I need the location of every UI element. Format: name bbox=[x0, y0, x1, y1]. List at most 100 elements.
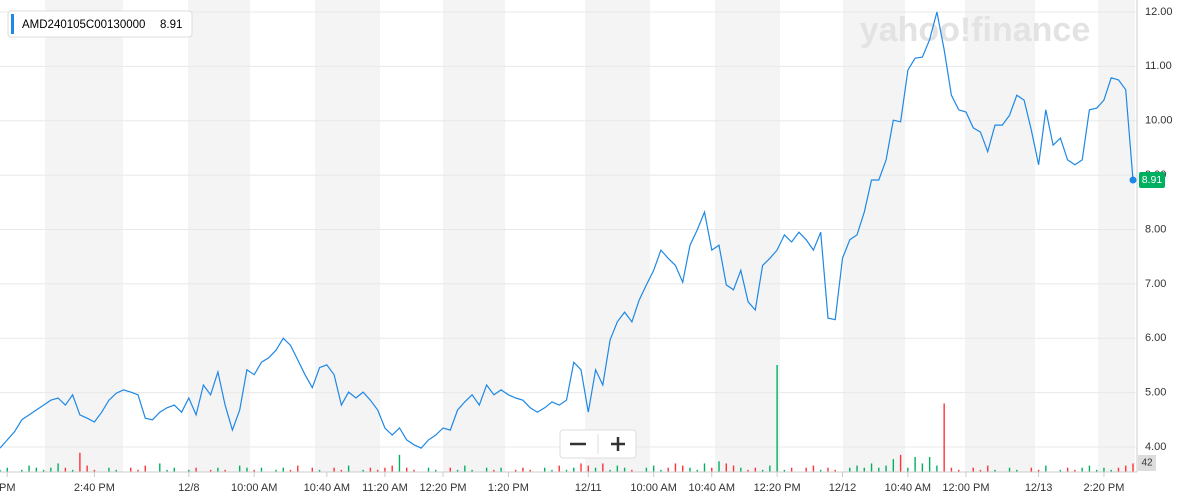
volume-bar bbox=[347, 465, 350, 472]
volume-bar bbox=[863, 467, 865, 472]
volume-bar bbox=[1103, 467, 1105, 472]
volume-bar bbox=[1074, 469, 1076, 472]
legend-label: AMD240105C00130000 bbox=[22, 19, 145, 31]
volume-bar bbox=[275, 469, 277, 472]
y-tick-label: 4.00 bbox=[1145, 441, 1166, 453]
volume-bar bbox=[790, 467, 793, 472]
volume-bar bbox=[0, 469, 1, 472]
volume-bar bbox=[471, 469, 473, 472]
volume-bar bbox=[71, 469, 74, 472]
y-tick-label: 6.00 bbox=[1145, 332, 1166, 344]
x-tick-label: 12/12 bbox=[829, 482, 857, 494]
volume-bar bbox=[856, 465, 858, 472]
x-tick-label: 11:20 AM bbox=[362, 482, 408, 494]
volume-bar bbox=[159, 463, 161, 472]
volume-bar bbox=[754, 467, 757, 472]
volume-bar bbox=[6, 467, 8, 472]
volume-bar bbox=[834, 469, 836, 472]
volume-bar bbox=[849, 467, 851, 472]
volume-bar bbox=[413, 469, 415, 472]
volume-bar bbox=[384, 467, 386, 472]
volume-bar bbox=[427, 467, 430, 472]
volume-bar bbox=[1095, 469, 1098, 472]
volume-bar bbox=[914, 457, 916, 472]
volume-bar bbox=[108, 467, 110, 472]
volume-label: 42 bbox=[1138, 455, 1156, 471]
volume-bar bbox=[573, 467, 575, 472]
volume-bar bbox=[812, 465, 815, 472]
volume-bar bbox=[217, 467, 219, 472]
volume-bar bbox=[696, 469, 698, 472]
volume-bar bbox=[391, 465, 393, 472]
volume-bar bbox=[28, 465, 30, 472]
x-tick-label: 2:40 PM bbox=[74, 482, 115, 494]
volume-bar bbox=[485, 467, 488, 472]
volume-bar bbox=[529, 469, 531, 472]
y-tick-label: 5.00 bbox=[1145, 387, 1166, 399]
volume-bar bbox=[645, 467, 648, 472]
volume-bar bbox=[878, 467, 880, 472]
volume-bar bbox=[86, 465, 88, 472]
x-tick-label: 2:20 PM bbox=[1083, 482, 1124, 494]
x-tick-label: 12/11 bbox=[575, 482, 602, 494]
volume-bar bbox=[994, 469, 996, 472]
x-tick-label: 10:00 AM bbox=[231, 482, 277, 494]
volume-bar bbox=[580, 463, 582, 472]
price-line bbox=[0, 11, 1134, 449]
volume-bar bbox=[609, 469, 611, 472]
volume-bar bbox=[594, 467, 597, 472]
volume-bar bbox=[369, 467, 372, 472]
volume-bar bbox=[907, 467, 909, 472]
volume-bar bbox=[1016, 469, 1018, 472]
volume-value: 42 bbox=[1141, 458, 1153, 469]
volume-bar bbox=[776, 365, 778, 472]
volume-bar bbox=[35, 467, 38, 472]
volume-bar bbox=[740, 467, 742, 472]
volume-bar bbox=[1008, 467, 1011, 472]
zoom-control[interactable] bbox=[559, 429, 637, 459]
volume-bar bbox=[689, 467, 691, 472]
volume-bar bbox=[921, 463, 924, 472]
x-tick-label: PM bbox=[0, 482, 16, 494]
volume-bar bbox=[623, 467, 626, 472]
volume-bar bbox=[819, 469, 822, 472]
volume-bar bbox=[289, 469, 292, 472]
volume-bar bbox=[928, 457, 931, 472]
volume-bar bbox=[376, 469, 379, 472]
last-point bbox=[1129, 176, 1137, 184]
volume-bar bbox=[602, 463, 604, 472]
volume-bar bbox=[21, 469, 23, 472]
volume-bar bbox=[464, 465, 466, 472]
x-tick-label: 12:20 PM bbox=[419, 482, 466, 494]
volume-bar bbox=[398, 454, 401, 472]
volume-bar bbox=[769, 465, 771, 472]
volume-bar bbox=[1117, 467, 1120, 472]
volume-bar bbox=[166, 469, 168, 472]
x-tick-label: 10:40 AM bbox=[304, 482, 350, 494]
volume-bar bbox=[311, 467, 314, 472]
volume-bar bbox=[892, 459, 895, 472]
volume-bar bbox=[544, 467, 546, 472]
volume-bar bbox=[195, 467, 197, 472]
volume-bar bbox=[631, 469, 633, 472]
volume-bar bbox=[558, 465, 560, 472]
volume-bar bbox=[805, 467, 807, 472]
volume-bar bbox=[936, 465, 938, 472]
volume-bar bbox=[435, 469, 437, 472]
x-tick-label: 10:40 AM bbox=[689, 482, 735, 494]
volume-bar bbox=[406, 467, 408, 472]
volume-bar bbox=[246, 467, 248, 472]
volume-bar bbox=[674, 463, 677, 472]
volume-bar bbox=[188, 469, 190, 472]
volume-bar bbox=[79, 452, 81, 472]
volume-bar bbox=[514, 469, 517, 472]
volume-bar bbox=[551, 469, 553, 472]
volume-bar bbox=[718, 461, 720, 472]
volume-bar bbox=[173, 467, 176, 472]
y-tick-label: 7.00 bbox=[1145, 278, 1166, 290]
volume-bar bbox=[50, 467, 52, 472]
volume-bar bbox=[1132, 463, 1134, 472]
volume-bar bbox=[682, 465, 684, 472]
volume-bar bbox=[725, 463, 727, 472]
